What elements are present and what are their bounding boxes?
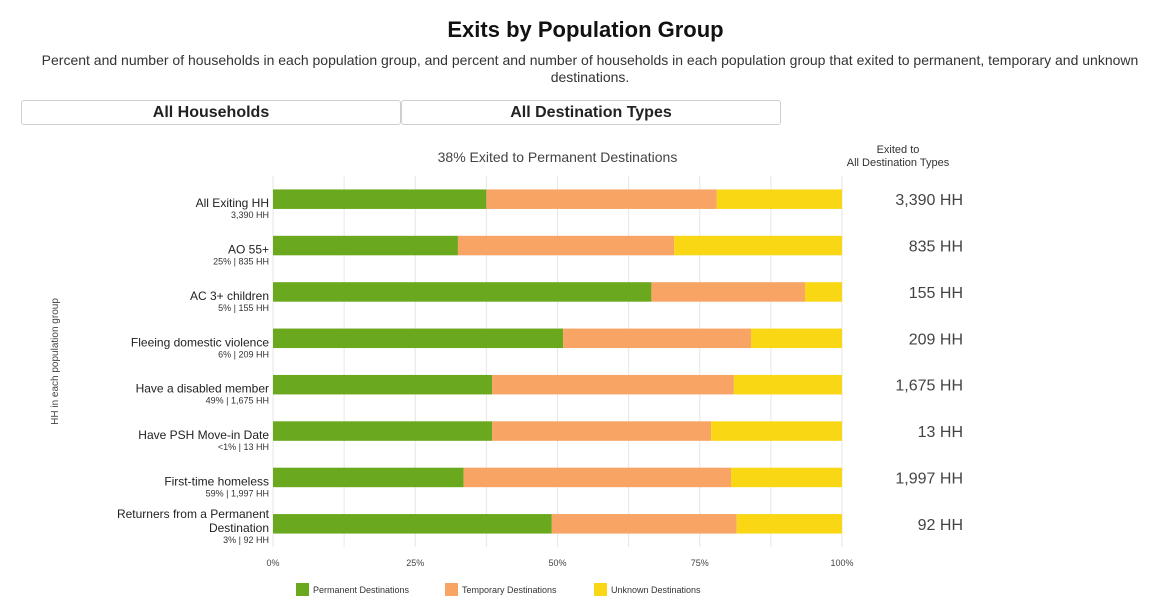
bar-segment bbox=[463, 467, 732, 488]
category-sublabel: 3% | 92 HH bbox=[223, 535, 269, 545]
x-tick-label: 0% bbox=[266, 558, 279, 568]
category-sublabel: 59% | 1,997 HH bbox=[206, 488, 269, 498]
category-sublabel: 5% | 155 HH bbox=[218, 303, 269, 313]
legend-swatch bbox=[594, 583, 607, 596]
bar-segment bbox=[563, 328, 751, 349]
bar-segment bbox=[551, 514, 737, 534]
category-label: AO 55+ bbox=[228, 243, 269, 257]
bar-segment bbox=[492, 374, 734, 395]
category-label: All Exiting HH bbox=[196, 196, 269, 210]
bar-segment bbox=[651, 282, 806, 302]
total-hh-label: 1,675 HH bbox=[895, 378, 963, 395]
y-axis-label: HH in each population group bbox=[50, 298, 61, 425]
total-hh-label: 1,997 HH bbox=[895, 470, 963, 487]
category-label: Have a disabled member bbox=[136, 382, 269, 396]
bar-segment bbox=[457, 235, 675, 256]
bar-segment bbox=[273, 282, 652, 302]
category-sublabel: 49% | 1,675 HH bbox=[206, 396, 269, 406]
bar-segment bbox=[736, 514, 842, 534]
x-tick-label: 75% bbox=[691, 558, 709, 568]
total-hh-label: 835 HH bbox=[909, 239, 963, 256]
category-label: First-time homeless bbox=[164, 474, 269, 488]
destination-type-selector[interactable]: All Destination Types bbox=[401, 100, 781, 125]
bar-segment bbox=[711, 421, 842, 441]
category-sublabel: <1% | 13 HH bbox=[218, 442, 269, 452]
bar-segment bbox=[273, 514, 552, 534]
legend-label: Permanent Destinations bbox=[313, 585, 410, 595]
bar-segment bbox=[273, 374, 493, 395]
category-label: Have PSH Move-in Date bbox=[138, 428, 269, 442]
legend-swatch bbox=[445, 583, 458, 596]
bar-segment bbox=[273, 189, 487, 209]
households-selector[interactable]: All Households bbox=[21, 100, 401, 125]
bar-segment bbox=[486, 189, 717, 209]
bar-segment bbox=[731, 467, 842, 488]
bar-segment bbox=[273, 467, 464, 488]
bar-segment bbox=[674, 235, 842, 256]
total-hh-label: 13 HH bbox=[918, 424, 963, 441]
exited-to-header-line1: Exited to bbox=[876, 144, 920, 156]
bar-segment bbox=[750, 328, 842, 349]
category-sublabel: 3,390 HH bbox=[231, 210, 269, 220]
bar-segment bbox=[716, 189, 842, 209]
page-subtitle: Percent and number of households in each… bbox=[41, 52, 1139, 85]
total-hh-label: 209 HH bbox=[909, 331, 963, 348]
bar-segment bbox=[273, 421, 493, 441]
legend-swatch bbox=[296, 583, 309, 596]
category-label: Returners from a Permanent bbox=[117, 507, 270, 521]
category-label: AC 3+ children bbox=[190, 289, 269, 303]
category-sublabel: 25% | 835 HH bbox=[213, 257, 269, 267]
total-hh-label: 92 HH bbox=[918, 517, 963, 534]
bar-segment bbox=[805, 282, 842, 302]
category-label: Fleeing domestic violence bbox=[131, 335, 269, 349]
total-hh-label: 155 HH bbox=[909, 285, 963, 302]
total-hh-label: 3,390 HH bbox=[895, 192, 963, 209]
bar-segment bbox=[273, 235, 458, 256]
x-tick-label: 25% bbox=[406, 558, 424, 568]
exited-to-header-line2: All Destination Types bbox=[846, 157, 950, 169]
legend-label: Temporary Destinations bbox=[462, 585, 557, 595]
exited-to-header: Exited to All Destination Types bbox=[838, 144, 958, 170]
category-sublabel: 6% | 209 HH bbox=[218, 349, 269, 359]
legend-label: Unknown Destinations bbox=[611, 585, 701, 595]
x-tick-label: 100% bbox=[830, 558, 853, 568]
bar-segment bbox=[273, 328, 564, 349]
chart-title: 38% Exited to Permanent Destinations bbox=[438, 149, 678, 165]
category-label: Destination bbox=[209, 521, 269, 535]
bar-segment bbox=[733, 374, 842, 395]
x-tick-label: 50% bbox=[548, 558, 566, 568]
bar-segment bbox=[492, 421, 712, 441]
page-title: Exits by Population Group bbox=[447, 17, 724, 42]
